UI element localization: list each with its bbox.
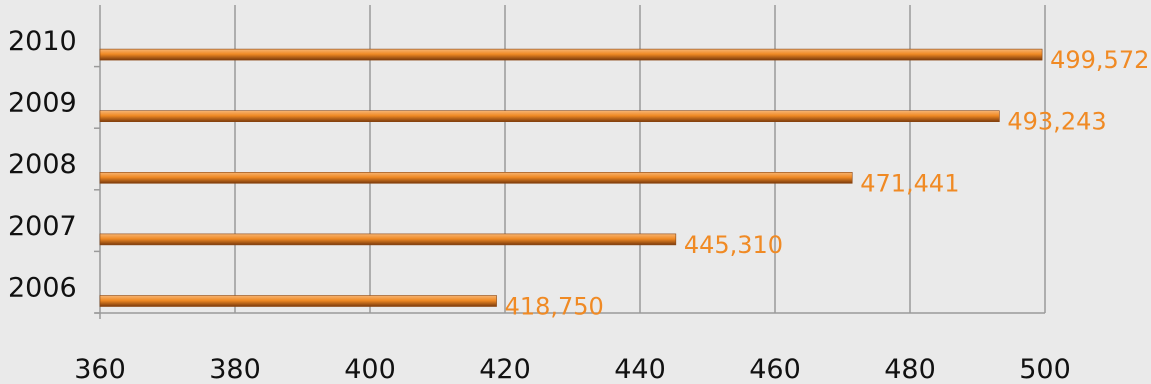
data-label-2008: 471,441 xyxy=(860,169,959,197)
x-tick-label-480: 480 xyxy=(884,354,936,384)
labels: 360 380 400 420 440 460 480 500 2010 499,572 2009 4… xyxy=(8,26,1149,384)
category-label-2008: 2008 xyxy=(8,149,77,180)
x-tick-label-440: 440 xyxy=(614,354,666,384)
data-label-2009: 493,243 xyxy=(1007,108,1106,136)
category-label-2010: 2010 xyxy=(8,26,77,57)
data-label-2010: 499,572 xyxy=(1050,46,1149,74)
data-label-2007: 445,310 xyxy=(684,231,783,259)
bars xyxy=(99,48,1043,307)
bar-2007 xyxy=(99,233,677,246)
bar-2009 xyxy=(99,110,1000,122)
category-label-2007: 2007 xyxy=(8,211,77,242)
x-tick-label-360: 360 xyxy=(74,354,126,384)
x-tick-label-500: 500 xyxy=(1019,354,1071,384)
category-label-2006: 2006 xyxy=(8,272,77,303)
x-tick-label-400: 400 xyxy=(344,354,396,384)
bar-2010 xyxy=(99,48,1043,61)
bar-2006 xyxy=(99,295,497,307)
x-tick-label-460: 460 xyxy=(749,354,801,384)
x-tick-label-420: 420 xyxy=(479,354,531,384)
bar-2008 xyxy=(99,172,853,184)
category-label-2009: 2009 xyxy=(8,88,77,119)
x-tick-label-380: 380 xyxy=(209,354,261,384)
data-label-2006: 418,750 xyxy=(505,293,604,321)
